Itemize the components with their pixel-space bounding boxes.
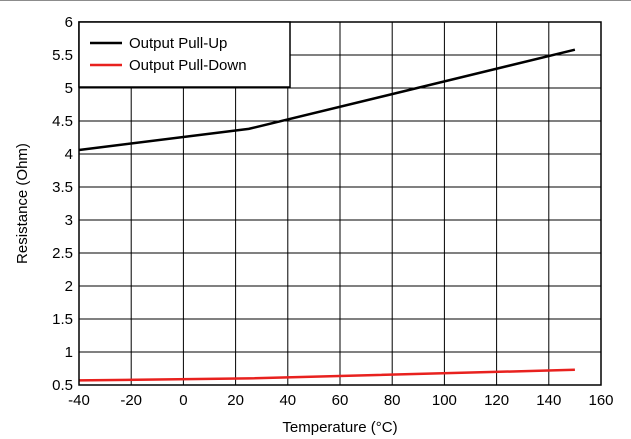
y-tick-label: 5 (65, 80, 73, 97)
top-divider (0, 0, 631, 1)
x-tick-label: -40 (68, 392, 90, 409)
y-tick-label: 6 (65, 14, 73, 31)
x-tick-label: 140 (536, 392, 561, 409)
x-tick-label: 20 (227, 392, 244, 409)
x-tick-label: 120 (484, 392, 509, 409)
y-tick-label: 4.5 (52, 113, 73, 130)
series-layer (78, 48, 576, 382)
y-axis-title: Resistance (Ohm) (14, 143, 31, 264)
y-tick-label: 2 (65, 278, 73, 295)
y-tick-label: 1 (65, 344, 73, 361)
legend-box (78, 21, 291, 88)
y-tick-label: 1.5 (52, 311, 73, 328)
legend-label: Output Pull-Up (129, 35, 227, 52)
x-tick-label: 40 (279, 392, 296, 409)
x-tick-label: 80 (384, 392, 401, 409)
x-tick-label: 100 (432, 392, 457, 409)
x-tick-label: -20 (120, 392, 142, 409)
y-tick-label: 2.5 (52, 245, 73, 262)
series-line-output-pull-up (78, 48, 576, 152)
y-tick-label: 5.5 (52, 47, 73, 64)
y-tick-label: 0.5 (52, 377, 73, 394)
x-tick-label: 0 (179, 392, 187, 409)
legend-label: Output Pull-Down (129, 57, 247, 74)
legend: Output Pull-Up Output Pull-Down (78, 21, 291, 88)
x-tick-label: 60 (332, 392, 349, 409)
y-tick-labels: 0.5 1 1.5 2 2.5 3 3.5 4 4.5 5 5.5 6 (52, 14, 73, 394)
x-tick-label: 160 (588, 392, 613, 409)
y-tick-label: 3.5 (52, 179, 73, 196)
y-tick-label: 4 (65, 146, 73, 163)
x-tick-labels: -40 -20 0 20 40 60 80 100 120 140 160 (68, 392, 613, 409)
series-line-output-pull-down (78, 368, 575, 382)
y-tick-label: 3 (65, 212, 73, 229)
plot-border (78, 21, 602, 386)
x-axis-title: Temperature (°C) (282, 419, 397, 436)
